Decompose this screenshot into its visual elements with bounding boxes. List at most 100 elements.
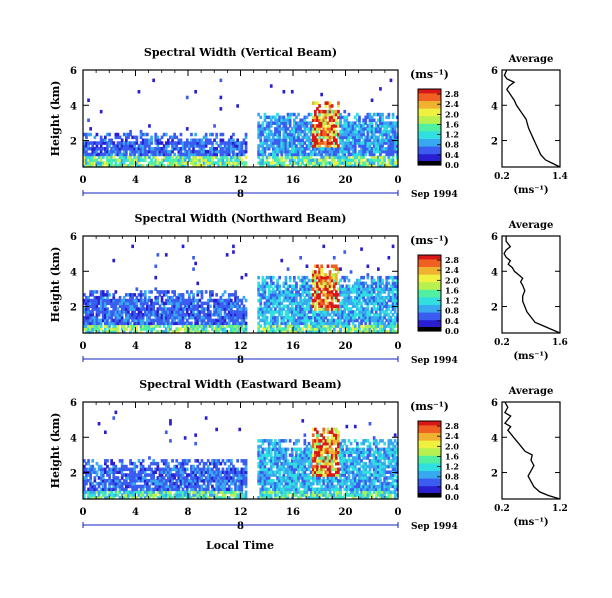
heatmap-cell xyxy=(301,141,305,145)
heatmap-cell xyxy=(190,138,193,142)
heatmap-cell xyxy=(366,298,370,303)
heatmap-cell xyxy=(293,152,296,157)
heatmap-cell xyxy=(162,301,166,306)
heatmap-cell xyxy=(335,273,338,277)
heatmap-cell xyxy=(127,132,130,137)
heatmap-cell xyxy=(112,467,116,472)
heatmap-cell xyxy=(185,467,189,472)
heatmap-cell xyxy=(261,284,265,288)
heatmap-cell xyxy=(99,481,103,486)
heatmap-cell xyxy=(223,161,227,165)
heatmap-cell xyxy=(181,293,185,297)
heatmap-cell xyxy=(227,459,231,463)
heatmap-cell xyxy=(267,324,271,328)
heatmap-cell xyxy=(141,479,145,483)
heatmap-cell xyxy=(127,304,130,308)
heatmap-cell xyxy=(263,493,267,497)
heatmap-cell xyxy=(356,112,359,117)
heatmap-cell xyxy=(383,298,386,303)
heatmap-cell xyxy=(206,487,210,492)
heatmap-cell xyxy=(242,496,246,500)
heatmap-cell xyxy=(276,287,279,291)
heatmap-cell xyxy=(196,144,200,148)
heatmap-cell xyxy=(129,164,132,168)
heatmap-cell xyxy=(297,127,300,131)
heatmap-cell xyxy=(85,135,88,140)
heatmap-cell xyxy=(120,298,124,303)
heatmap-cell xyxy=(192,307,195,311)
heatmap-cell xyxy=(179,496,183,500)
heatmap-cell xyxy=(364,290,368,294)
heatmap-cell xyxy=(87,98,90,102)
heatmap-cell xyxy=(311,324,315,328)
heatmap-cell xyxy=(179,132,183,137)
heatmap-cell xyxy=(259,456,263,460)
heatmap-cell xyxy=(240,479,244,483)
heatmap-cell xyxy=(215,324,218,328)
heatmap-cell xyxy=(297,164,300,168)
heatmap-cell xyxy=(85,318,88,323)
heatmap-cell xyxy=(368,301,372,306)
heatmap-cell xyxy=(89,464,92,469)
heatmap-cell xyxy=(106,293,109,297)
heatmap-cell xyxy=(85,164,88,168)
heatmap-cell xyxy=(324,293,328,297)
heatmap-cell xyxy=(230,324,233,328)
heatmap-cell xyxy=(347,135,351,140)
heatmap-cell xyxy=(267,327,271,331)
heatmap-cell xyxy=(326,293,330,297)
heatmap-cell xyxy=(202,467,206,472)
heatmap-cell xyxy=(366,290,370,294)
heatmap-cell xyxy=(89,476,92,480)
heatmap-cell xyxy=(164,464,168,469)
heatmap-cell xyxy=(158,164,162,168)
heatmap-cell xyxy=(257,327,260,331)
heatmap-cell xyxy=(349,152,353,157)
heatmap-cell xyxy=(345,275,349,280)
heatmap-cell xyxy=(108,324,111,328)
heatmap-cell xyxy=(316,281,319,286)
heatmap-cell xyxy=(240,144,244,148)
heatmap-cell xyxy=(389,121,393,125)
heatmap-cell xyxy=(194,90,197,94)
heatmap-cell xyxy=(362,284,365,288)
heatmap-cell xyxy=(141,149,145,154)
heatmap-cell xyxy=(177,295,181,300)
heatmap-cell xyxy=(286,295,290,300)
heatmap-cell xyxy=(154,313,158,317)
heatmap-cell xyxy=(167,496,170,500)
heatmap-cell xyxy=(99,496,103,500)
heatmap-cell xyxy=(148,304,151,308)
heatmap-cell xyxy=(87,298,90,303)
heatmap-cell xyxy=(318,104,321,108)
heatmap-cell xyxy=(307,152,311,157)
heatmap-cell xyxy=(108,301,111,306)
heatmap-cell xyxy=(120,304,124,308)
heatmap-cell xyxy=(236,318,239,323)
heatmap-cell xyxy=(167,490,170,494)
heatmap-cell xyxy=(293,287,296,291)
heatmap-cell xyxy=(347,152,351,157)
heatmap-cell xyxy=(353,152,357,157)
heatmap-cell xyxy=(374,284,378,288)
x-tick-label: 4 xyxy=(132,341,139,352)
heatmap-cell xyxy=(320,270,323,274)
heatmap-cell xyxy=(391,164,395,168)
heatmap-cell xyxy=(374,318,378,323)
heatmap-cell xyxy=(297,293,300,297)
heatmap-cell xyxy=(112,470,116,474)
heatmap-cell xyxy=(391,301,395,306)
heatmap-cell xyxy=(177,147,181,151)
heatmap-cell xyxy=(167,301,170,306)
heatmap-cell xyxy=(387,158,391,162)
heatmap-cell xyxy=(337,149,340,154)
heatmap-cell xyxy=(167,144,170,148)
heatmap-cell xyxy=(360,315,363,320)
heatmap-cell xyxy=(362,161,365,165)
heatmap-cell xyxy=(370,121,374,125)
heatmap-cell xyxy=(328,149,332,154)
heatmap-cell xyxy=(316,115,319,120)
heatmap-cell xyxy=(372,138,376,142)
heatmap-cell xyxy=(167,295,170,300)
heatmap-cell xyxy=(269,284,273,288)
